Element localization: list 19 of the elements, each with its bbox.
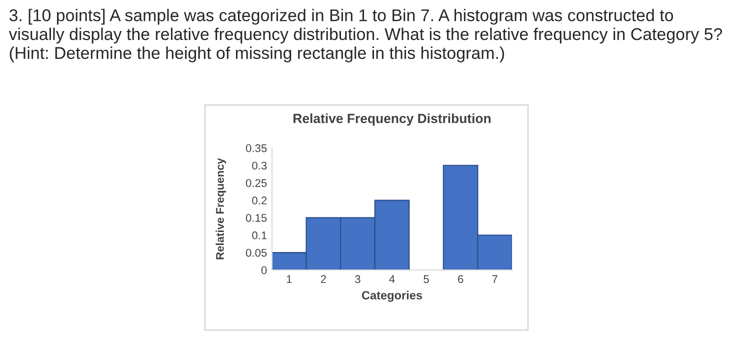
y-tick-label: 0.25 (246, 179, 267, 187)
y-tick-label: 0.35 (246, 144, 267, 152)
y-tick-label: 0.3 (252, 162, 267, 170)
x-tick-label: 3 (355, 275, 360, 284)
text: 3. [10 points] A sample was categorized in Bin 1 to Bin 7. A histogram was constructed to visually display the relative frequency distribution. What is the relative frequency in Category 5? (Hint: Determine the height of missing rectangle in this histogram.) (8, 8, 722, 62)
y-axis-title: Relative Frequency (216, 158, 226, 260)
x-tick-label: 7 (492, 275, 498, 283)
x-tick-label: 2 (320, 275, 326, 283)
x-tick-label: 4 (389, 275, 395, 283)
x-tick-label: 6 (458, 275, 464, 284)
y-tick-label: 0.2 (252, 196, 267, 204)
y-tick-label: 0.1 (252, 231, 267, 240)
x-axis-title: Categories (362, 290, 422, 302)
x-tick-label: 1 (286, 275, 292, 283)
y-tick-label: 0.15 (246, 214, 267, 222)
y-tick-label: 0 (261, 266, 267, 274)
chart-title: Relative Frequency Distribution (294, 113, 491, 126)
y-tick-label: 0.05 (246, 248, 267, 257)
x-tick-label: 5 (424, 275, 429, 284)
